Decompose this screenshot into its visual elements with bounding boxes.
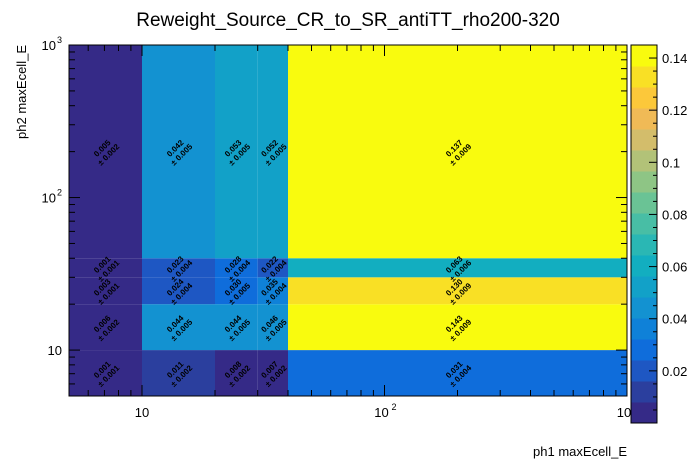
heatmap-cell [287,45,627,259]
heatmap-cell [69,277,142,305]
x-tick-label: 10 [374,405,388,420]
y-tick-label: 10 [42,191,56,206]
heatmap-cell [214,45,258,259]
heatmap-cell [287,258,627,278]
color-scale-band [631,402,657,424]
color-scale-band [631,381,657,403]
color-scale-band [631,108,657,130]
color-scale-label: 0.12 [662,103,687,118]
chart-title: Reweight_Source_CR_to_SR_antiTT_rho200-3… [136,10,560,31]
color-scale-band [631,213,657,235]
heatmap-cell [257,45,288,259]
color-scale-band [631,255,657,277]
heatmap-cell [141,45,215,259]
heatmap-cell [69,45,142,259]
y-axis-label: ph2 maxEcell_E [14,45,29,139]
heatmap-cell [69,350,142,396]
heatmap-cell [287,350,627,396]
color-scale-band [631,171,657,193]
heatmap-cell [141,258,215,278]
heatmap-cell [257,258,288,278]
heatmap-cell [257,277,288,305]
color-scale-label: 0.14 [662,51,687,66]
heatmap-cell [69,258,142,278]
heatmap-cell [287,304,627,351]
heatmap-cell [214,277,258,305]
color-scale-band [631,192,657,214]
plot-frame [68,44,628,397]
color-scale: 0.02 0.04 0.06 0.08 0.1 0.12 0.14 [630,44,687,424]
color-scale-band [631,360,657,382]
x-axis-label: ph1 maxEcell_E [533,444,627,459]
color-scale-label: 0.06 [662,260,687,275]
color-scale-label: 0.02 [662,364,687,379]
heatmap-cells [69,45,627,396]
y-tick-exponent: 3 [57,35,62,45]
y-tick-exponent: 2 [57,188,62,198]
color-scale-label: 0.04 [662,312,687,327]
heatmap-cell [69,304,142,351]
heatmap-cell [287,277,627,305]
color-scale-label: 0.1 [662,155,680,170]
color-scale-band [631,318,657,340]
heatmap-cell [141,277,215,305]
color-scale-band [631,297,657,319]
color-scale-band [631,45,657,67]
heatmap-cell [141,304,215,351]
x-tick-label: 10 [617,405,631,420]
y-tick-label: 10 [42,38,56,53]
heatmap-cell [214,258,258,278]
heatmap-cell [141,350,215,396]
color-scale-band [631,150,657,172]
x-tick-exponent: 2 [391,402,396,412]
x-tick-label: 10 [135,405,149,420]
heatmap-cell [257,350,288,396]
color-scale-label: 0.08 [662,207,687,222]
color-scale-frame [630,44,658,424]
y-tick-label: 10 [48,343,62,358]
color-scale-band [631,129,657,151]
color-scale-band [631,276,657,298]
heatmap-cell [257,304,288,351]
color-scale-band [631,87,657,109]
color-scale-band [631,339,657,361]
color-scale-band [631,234,657,256]
heatmap-cell [214,304,258,351]
heatmap-cell [214,350,258,396]
color-scale-band [631,66,657,88]
